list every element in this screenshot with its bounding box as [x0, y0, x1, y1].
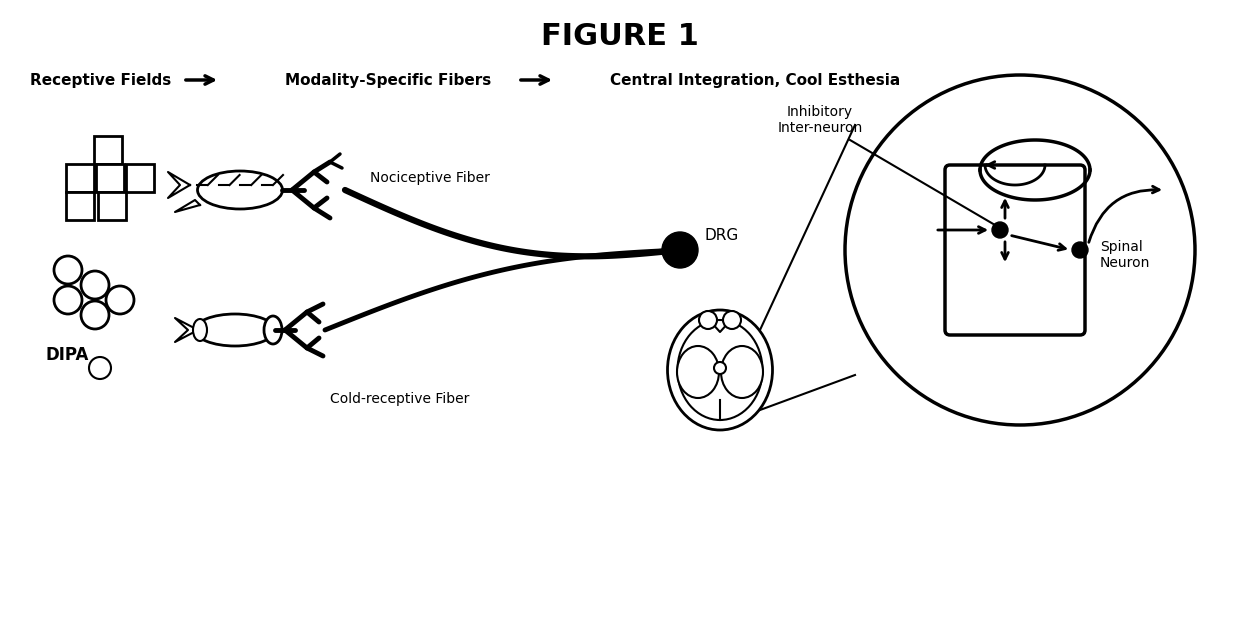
Text: DRG: DRG [706, 227, 739, 243]
Ellipse shape [197, 171, 283, 209]
Ellipse shape [667, 310, 773, 430]
Polygon shape [175, 318, 198, 342]
Circle shape [844, 75, 1195, 425]
Bar [98, 192, 126, 220]
Text: DIPA: DIPA [45, 346, 88, 364]
Text: Inhibitory
Inter-neuron: Inhibitory Inter-neuron [777, 105, 863, 135]
Circle shape [992, 222, 1008, 238]
Polygon shape [167, 172, 190, 198]
Circle shape [81, 271, 109, 299]
Text: Central Integration, Cool Esthesia: Central Integration, Cool Esthesia [610, 72, 900, 88]
Circle shape [55, 256, 82, 284]
Ellipse shape [195, 314, 275, 346]
Circle shape [662, 232, 698, 268]
Circle shape [89, 357, 112, 379]
Text: Receptive Fields: Receptive Fields [30, 72, 171, 88]
Circle shape [55, 286, 82, 314]
Circle shape [105, 286, 134, 314]
Ellipse shape [193, 319, 207, 341]
Text: FIGURE 1: FIGURE 1 [541, 22, 699, 51]
Ellipse shape [677, 320, 763, 420]
Ellipse shape [677, 346, 719, 398]
Text: Modality-Specific Fibers: Modality-Specific Fibers [285, 72, 491, 88]
Circle shape [1073, 242, 1087, 258]
Bar [95, 164, 124, 192]
Circle shape [699, 311, 717, 329]
Ellipse shape [720, 346, 763, 398]
Text: Cold-receptive Fiber: Cold-receptive Fiber [330, 392, 470, 406]
Circle shape [723, 311, 742, 329]
Bar [126, 164, 154, 192]
Ellipse shape [264, 316, 281, 344]
Circle shape [81, 301, 109, 329]
Bar [66, 164, 94, 192]
FancyBboxPatch shape [945, 165, 1085, 335]
Text: Nociceptive Fiber: Nociceptive Fiber [370, 171, 490, 185]
Text: Spinal
Neuron: Spinal Neuron [1100, 240, 1151, 270]
Bar [94, 136, 122, 164]
Bar [66, 192, 94, 220]
Circle shape [714, 362, 725, 374]
